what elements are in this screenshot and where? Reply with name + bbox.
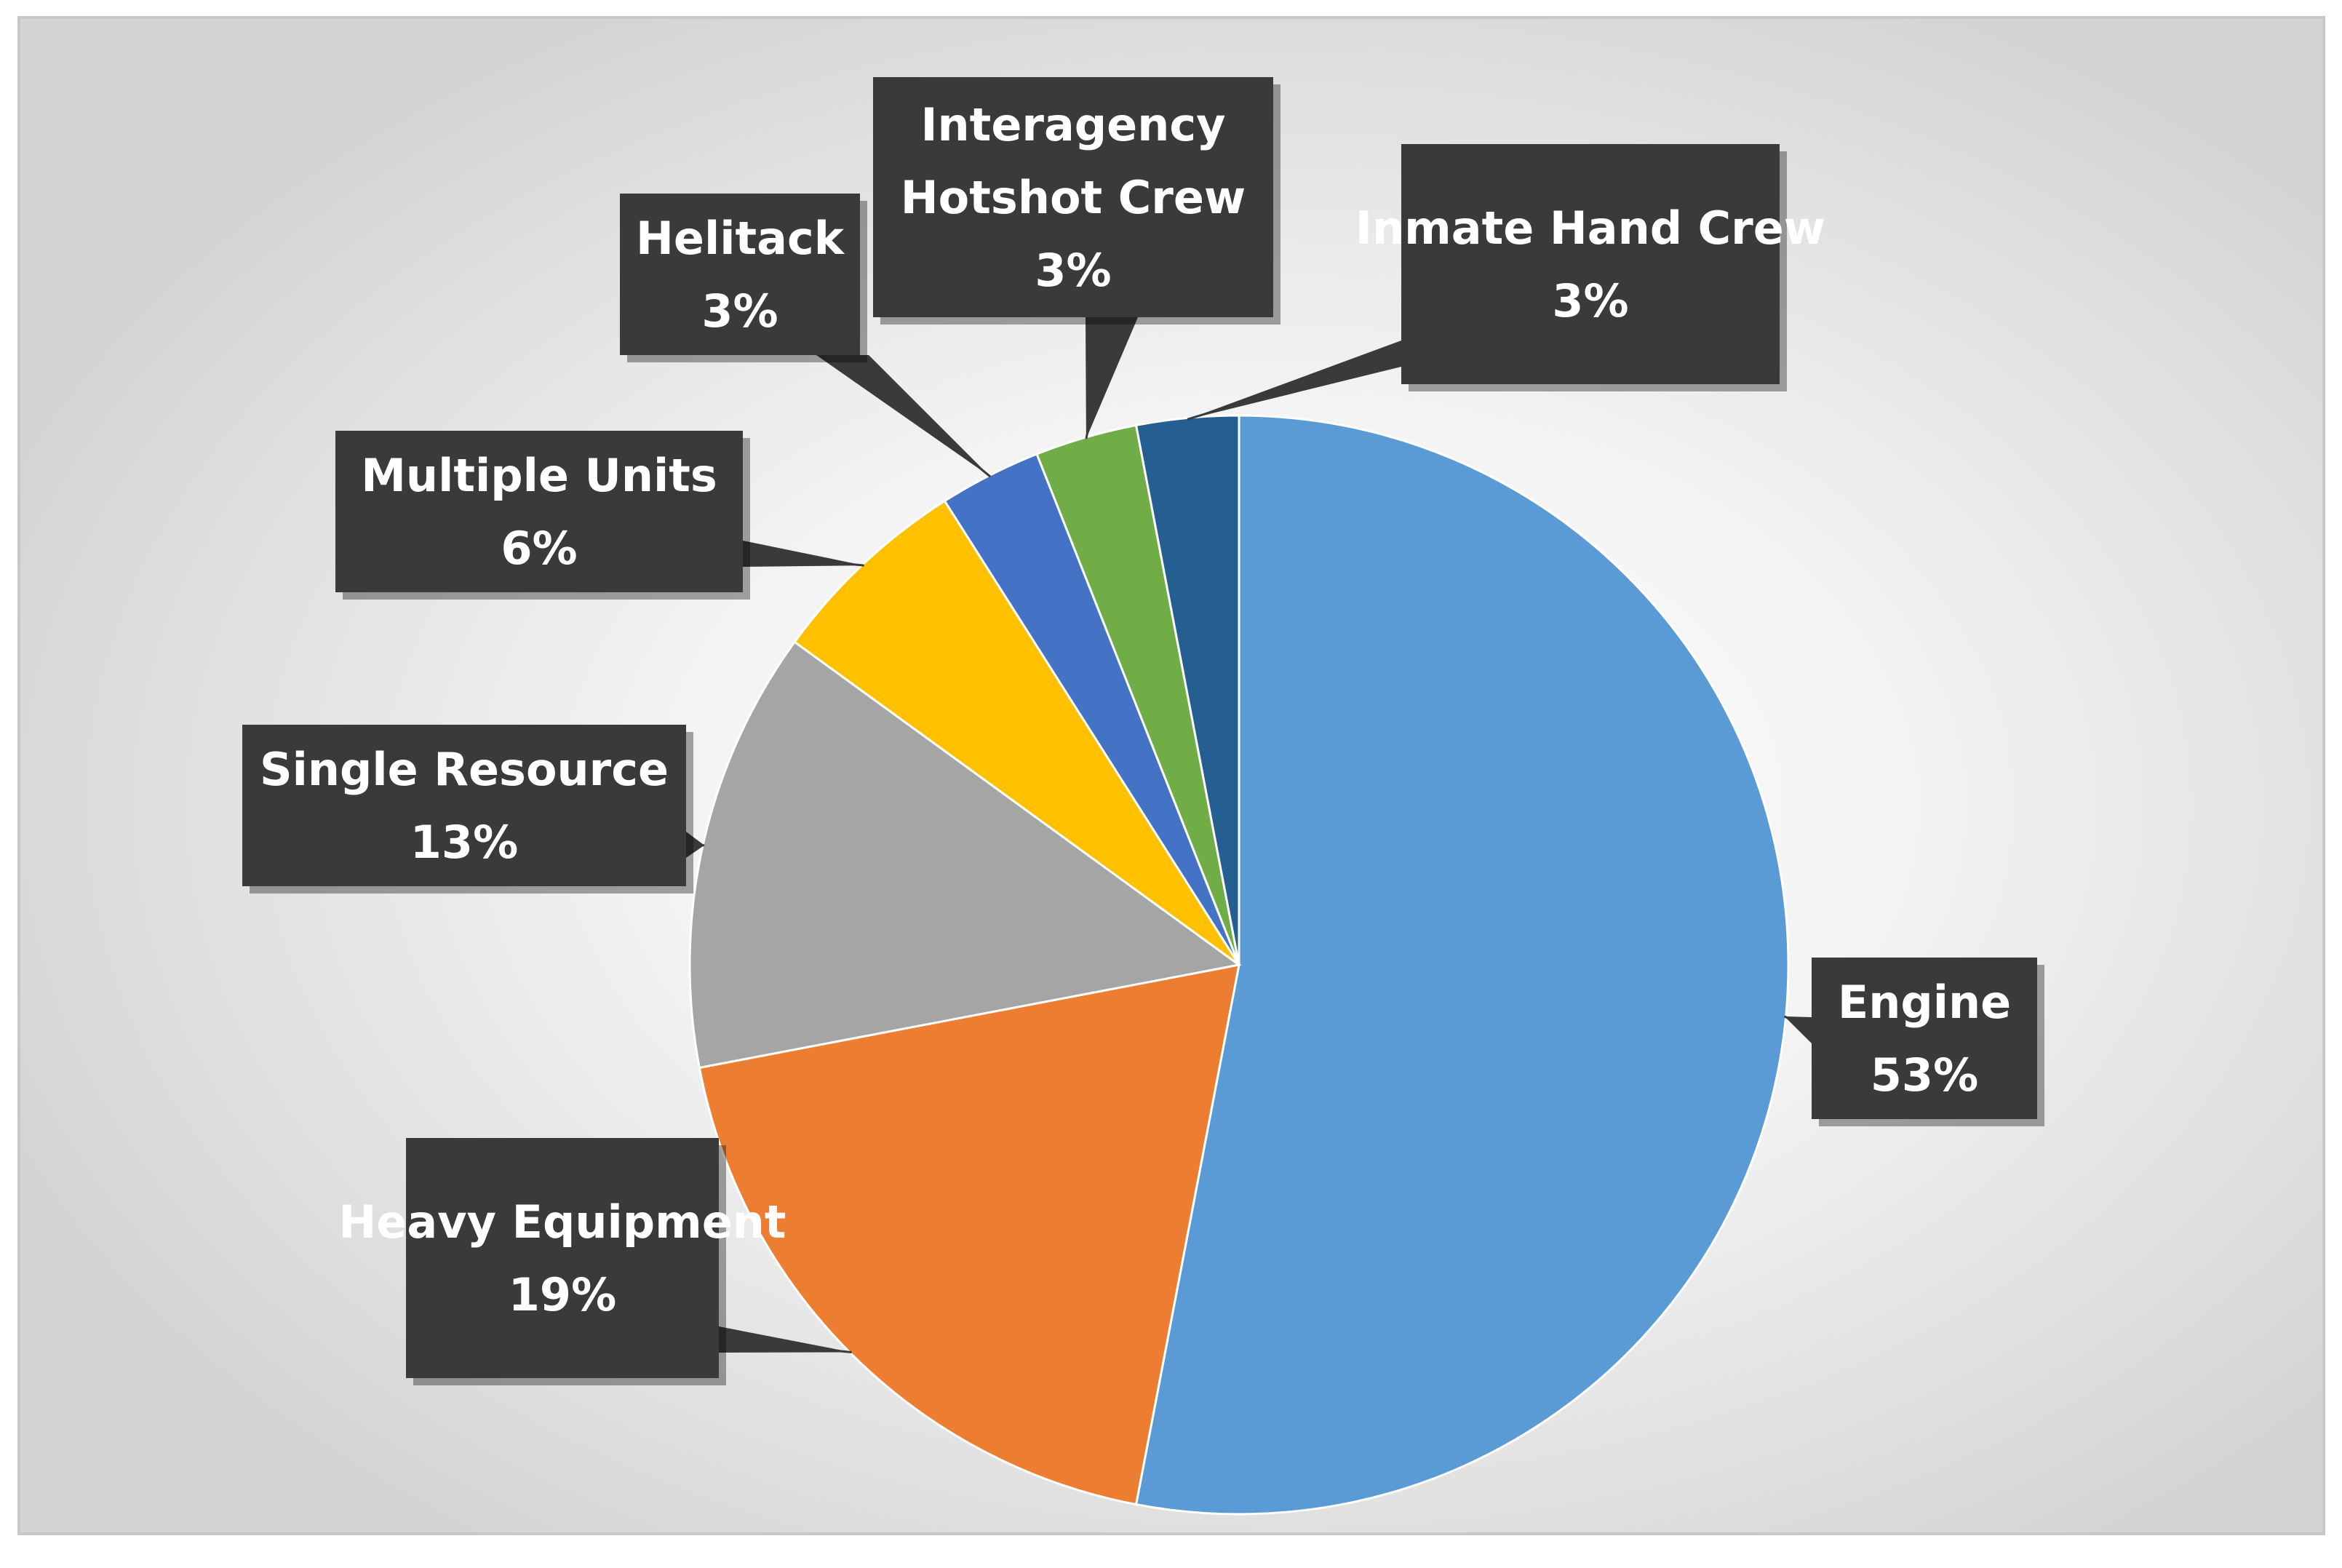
category-label-multiple-units: Multiple Units [361,449,717,502]
pie-chart: Engine 53% Heavy Equipment 19% Single Resour… [242,77,2044,1516]
chart-frame: Engine 53% Heavy Equipment 19% Single Resour… [17,16,2325,1535]
category-label-inmate-hand-crew: Inmate Hand Crew [1355,202,1825,255]
label-box-heavy-equipment [406,1138,719,1378]
category-label-helitack: Helitack [636,212,845,265]
value-label-interagency-hotshot-crew: 3% [1035,244,1111,297]
pie-slice-inmate-hand-crew [1134,414,1240,966]
label-box-inmate-hand-crew [1401,144,1780,384]
callout-pointer-inmate-hand-crew [1187,341,1401,420]
value-label-single-resource: 13% [410,816,518,869]
pie-slice-heavy-equipment [698,963,1240,1506]
callout-pointer-interagency-hotshot-crew [1086,317,1138,439]
category-label-interagency-hotshot-crew: Hotshot Crew [901,171,1246,224]
label-box-single-resource [242,725,686,886]
callout-pointer-heavy-equipment [719,1326,852,1353]
callout-pointer-engine [1784,1016,1812,1043]
category-label-heavy-equipment: Heavy Equipment [338,1195,786,1249]
label-box-engine [1812,958,2037,1119]
value-label-heavy-equipment: 19% [509,1268,616,1321]
label-box-helitack [620,194,860,355]
category-label-engine: Engine [1838,976,2011,1029]
data-labels: Engine 53% Heavy Equipment 19% Single Resour… [242,77,2044,1385]
value-label-engine: 53% [1871,1048,1978,1102]
category-label-interagency-hotshot-crew: Interagency [920,98,1225,151]
value-label-helitack: 3% [701,284,778,338]
callout-pointer-single-resource [686,832,705,858]
label-box-interagency-hotshot-crew [873,77,1273,317]
category-label-single-resource: Single Resource [260,743,669,796]
value-label-multiple-units: 6% [501,522,577,575]
value-label-inmate-hand-crew: 3% [1552,274,1628,327]
pie-slices [688,414,1790,1516]
callout-pointer-multiple-units [743,541,864,567]
label-box-multiple-units [335,431,743,592]
callout-pointer-helitack [816,355,991,477]
